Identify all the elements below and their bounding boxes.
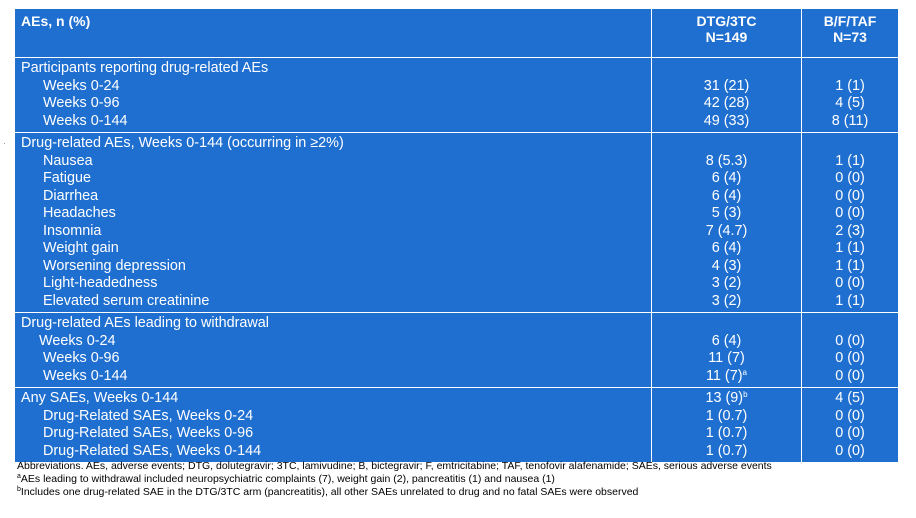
section-dtg-values: 6 (4) 11 (7) 11 (7)a <box>651 312 802 388</box>
bft-value: 0 (0) <box>835 350 865 366</box>
section-labels: Drug-related AEs, Weeks 0-144 (occurring… <box>14 132 652 313</box>
dtg-value: 5 (3) <box>711 205 742 221</box>
header-dtg-name: DTG/3TC <box>696 13 757 29</box>
header-dtg-3tc: DTG/3TC N=149 <box>651 8 802 58</box>
section-title: Any SAEs, Weeks 0-144 <box>21 390 179 406</box>
header-bft-name: B/F/TAF <box>823 13 877 29</box>
footnote-abbreviations: Abbreviations. AEs, adverse events; DTG,… <box>17 460 772 472</box>
dtg-value: 11 (7) <box>708 350 745 366</box>
bft-value: 1 (1) <box>835 292 865 309</box>
row-label: Weeks 0-96 <box>43 350 120 366</box>
row-label: Weeks 0-24 <box>39 332 116 349</box>
footnote-a-text: AEs leading to withdrawal included neuro… <box>20 473 555 485</box>
dtg-value: 1 (0.7) <box>705 442 748 459</box>
table-header-row: AEs, n (%) DTG/3TC N=149 B/F/TAF N=73 <box>14 8 899 58</box>
bft-value: 0 (0) <box>835 367 865 384</box>
row-label: Weeks 0-24 <box>43 77 120 94</box>
dtg-value: 3 (2) <box>711 292 742 309</box>
header-bft-n: N=73 <box>833 29 867 45</box>
row-label: Light-headedness <box>43 275 158 291</box>
row-label: Diarrhea <box>43 187 99 204</box>
dtg-value: 1 (0.7) <box>705 407 748 424</box>
bft-value: 1 (1) <box>835 152 865 169</box>
dtg-value: 6 (4) <box>711 240 742 256</box>
section-title: Participants reporting drug-related AEs <box>21 60 269 76</box>
bft-value: 0 (0) <box>835 187 865 204</box>
dtg-value: 6 (4) <box>711 170 742 186</box>
section-labels: Drug-related AEs leading to withdrawal W… <box>14 312 652 388</box>
section-title: Drug-related AEs, Weeks 0-144 (occurring… <box>21 135 344 151</box>
section-bft-values: 4 (5) 0 (0) 0 (0) 0 (0) <box>801 387 899 463</box>
section-drug-related-aes-144: Drug-related AEs, Weeks 0-144 (occurring… <box>14 132 899 313</box>
bft-value: 0 (0) <box>835 407 865 424</box>
footnote-marker-b: b <box>743 390 748 399</box>
dtg-value: 49 (33) <box>703 112 750 129</box>
dtg-value: 31 (21) <box>703 77 750 94</box>
dtg-value: 13 (9) <box>705 390 744 406</box>
bft-value: 4 (5) <box>835 95 865 111</box>
bft-value: 2 (3) <box>835 222 865 239</box>
bft-value: 0 (0) <box>835 205 865 221</box>
bft-value: 4 (5) <box>835 390 865 406</box>
bft-value: 1 (1) <box>835 240 865 256</box>
header-aes: AEs, n (%) <box>14 8 652 58</box>
dtg-value: 6 (4) <box>711 332 742 349</box>
footnote-marker-a: a <box>742 367 747 377</box>
section-bft-values: 1 (1) 0 (0) 0 (0) 0 (0) 2 (3) 1 (1) 1 (1… <box>801 132 899 313</box>
footnotes: Abbreviations. AEs, adverse events; DTG,… <box>17 460 772 499</box>
header-bftaf: B/F/TAF N=73 <box>801 8 899 58</box>
section-dtg-values: 8 (5.3) 6 (4) 6 (4) 5 (3) 7 (4.7) 6 (4) … <box>651 132 802 313</box>
dtg-value: 42 (28) <box>703 95 750 111</box>
adverse-events-table: AEs, n (%) DTG/3TC N=149 B/F/TAF N=73 Pa… <box>14 8 899 463</box>
row-label: Headaches <box>43 205 116 221</box>
footnote-a-mark: a <box>17 473 21 480</box>
stray-dot <box>4 143 5 144</box>
section-labels: Participants reporting drug-related AEs … <box>14 57 652 133</box>
bft-value: 0 (0) <box>835 332 865 349</box>
bft-value: 0 (0) <box>835 275 865 291</box>
dtg-value: 7 (4.7) <box>705 222 748 239</box>
section-bft-values: 1 (1) 4 (5) 8 (11) <box>801 57 899 133</box>
dtg-value: 4 (3) <box>711 257 742 274</box>
row-label: Weeks 0-144 <box>43 112 128 129</box>
footnote-b-mark: b <box>17 486 21 493</box>
dtg-value: 6 (4) <box>711 187 742 204</box>
bft-value: 0 (0) <box>835 425 865 441</box>
section-labels: Any SAEs, Weeks 0-144 Drug-Related SAEs,… <box>14 387 652 463</box>
section-drug-related-aes: Participants reporting drug-related AEs … <box>14 57 899 133</box>
row-label: Worsening depression <box>43 257 186 274</box>
dtg-value-with-footnote: 13 (9)b <box>652 390 801 408</box>
dtg-value: 11 (7) <box>706 367 743 384</box>
dtg-value: 3 (2) <box>711 275 742 291</box>
bft-value: 1 (1) <box>835 257 865 274</box>
row-label: Drug-Related SAEs, Weeks 0-96 <box>43 425 254 441</box>
section-dtg-values: 13 (9)b 1 (0.7) 1 (0.7) 1 (0.7) <box>651 387 802 463</box>
row-label: Weight gain <box>43 240 119 256</box>
section-withdrawal: Drug-related AEs leading to withdrawal W… <box>14 312 899 388</box>
bft-value: 0 (0) <box>835 442 865 459</box>
section-title: Drug-related AEs leading to withdrawal <box>21 315 269 331</box>
header-dtg-n: N=149 <box>705 29 748 45</box>
dtg-value: 1 (0.7) <box>705 425 748 441</box>
dtg-value-with-footnote: 11 (7)a <box>652 368 801 386</box>
row-label: Weeks 0-144 <box>43 367 128 384</box>
section-bft-values: 0 (0) 0 (0) 0 (0) <box>801 312 899 388</box>
row-label: Drug-Related SAEs, Weeks 0-144 <box>43 442 262 459</box>
bft-value: 1 (1) <box>835 77 865 94</box>
bft-value: 0 (0) <box>835 170 865 186</box>
row-label: Nausea <box>43 152 93 169</box>
row-label: Weeks 0-96 <box>43 95 120 111</box>
row-label: Elevated serum creatinine <box>43 292 210 309</box>
footnote-a: aAEs leading to withdrawal included neur… <box>17 473 772 486</box>
row-label: Fatigue <box>43 170 91 186</box>
footnote-b: bIncludes one drug-related SAE in the DT… <box>17 486 772 499</box>
section-dtg-values: 31 (21) 42 (28) 49 (33) <box>651 57 802 133</box>
row-label: Drug-Related SAEs, Weeks 0-24 <box>43 407 254 424</box>
footnote-b-text: Includes one drug-related SAE in the DTG… <box>20 486 639 498</box>
dtg-value: 8 (5.3) <box>705 152 748 169</box>
row-label: Insomnia <box>43 222 102 239</box>
section-saes: Any SAEs, Weeks 0-144 Drug-Related SAEs,… <box>14 387 899 463</box>
bft-value: 8 (11) <box>831 112 869 129</box>
